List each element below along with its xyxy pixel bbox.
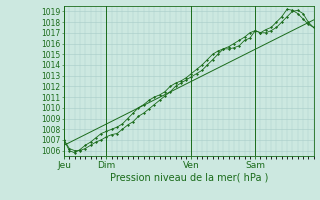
X-axis label: Pression niveau de la mer( hPa ): Pression niveau de la mer( hPa ): [110, 173, 268, 183]
